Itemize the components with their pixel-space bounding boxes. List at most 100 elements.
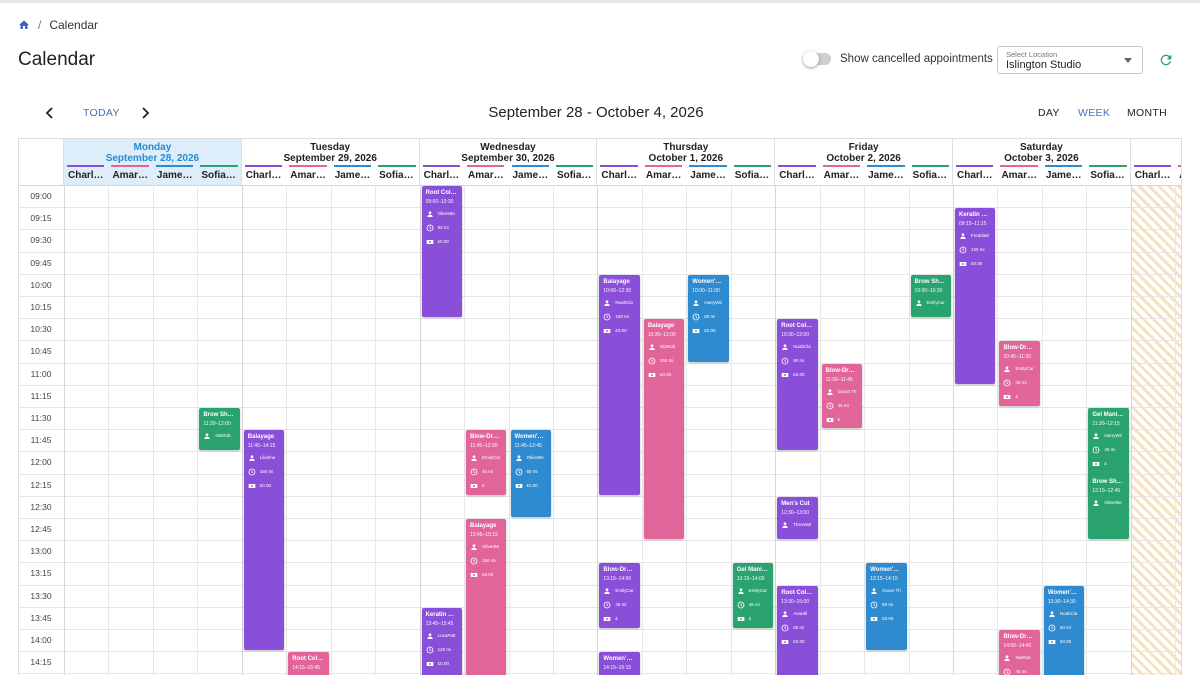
- appointment-client-row: EmilyCar: [1003, 362, 1035, 376]
- clock-icon: [515, 468, 522, 476]
- appointment-card[interactable]: Balayage 10:00–12:30 NoahCla 150 mi £0.00: [599, 274, 640, 495]
- staff-color-bar: [467, 165, 505, 167]
- appointment-card[interactable]: Women'… 10:00–11:00 HarryWil 60 mi £0.00: [688, 274, 729, 362]
- staff-name: Charl…: [245, 170, 282, 181]
- appointment-card[interactable]: Root Col… 14:15–15:45: [288, 652, 329, 675]
- refresh-icon[interactable]: [1158, 52, 1174, 68]
- staff-name: Amar…: [823, 170, 860, 181]
- calendar-grid: Monday September 28, 2026 Charl… Amar… Jame……: [18, 138, 1182, 675]
- appointment-card[interactable]: Gel Mani… 13:15–14:00 EmilyCar 45 mi £: [732, 563, 774, 628]
- appointment-card[interactable]: Brow Sh… 10:00–10:30 EmilyCar: [910, 274, 951, 318]
- time-label: 12:30: [30, 501, 52, 512]
- appointment-card[interactable]: Balayage 11:45–14:15 Liliahne 150 mi £0.00: [243, 430, 285, 651]
- clock-icon: [870, 601, 878, 609]
- appointment-card[interactable]: Keratin … 09:15–11:15 FreddieE 120 mi £0.00: [955, 208, 996, 384]
- appointment-price-row: £0.00: [692, 324, 724, 338]
- staff-color-bar: [244, 165, 283, 167]
- appointment-duration: 90 mi: [793, 358, 805, 364]
- appointment-card[interactable]: Blow-Dr… 10:45–11:30 EmilyCar 45 mi £: [999, 341, 1040, 406]
- staff-column-header: Amar…: [820, 165, 864, 185]
- appointment-card[interactable]: Blow-Dr… 11:00–11:45 Grace Th 45 mi £: [821, 363, 863, 429]
- view-month-button[interactable]: MONTH: [1127, 107, 1167, 119]
- time-label: 14:00: [30, 635, 52, 645]
- appointment-duration: 45 mi: [837, 402, 849, 408]
- appointment-client: NoahCla: [1059, 610, 1078, 616]
- appointment-card[interactable]: Brow Sh… 12:15–12:45 OliverBe: [1088, 474, 1129, 540]
- appointment-card[interactable]: Women'… 13:15–14:15 Grace Th 60 mi £0.00: [866, 563, 907, 651]
- appointment-time: 11:45–12:45: [514, 443, 542, 450]
- appointment-client-row: LucaPatt: [426, 629, 458, 643]
- time-label: 13:15: [30, 568, 52, 579]
- appointment-time: 13:30–15:00: [781, 598, 809, 605]
- appointment-client: IslaRob: [659, 344, 676, 350]
- today-button[interactable]: TODAY: [83, 107, 120, 119]
- appointment-client-row: AvaHill: [781, 607, 813, 621]
- grid-row-line: [19, 651, 1181, 653]
- appointment-time: 14:15–15:45: [292, 665, 321, 672]
- day-date: October 1, 2026: [648, 153, 724, 164]
- location-select-value: Islington Studio: [1006, 59, 1082, 71]
- time-label: 11:45: [30, 435, 52, 446]
- cash-icon: [1004, 395, 1011, 400]
- view-week-button[interactable]: WEEK: [1078, 107, 1111, 119]
- appointment-duration: 60 mi: [882, 602, 894, 608]
- appointment-card[interactable]: Root Col… 13:30–15:00 AvaHill 90 mi £0.00: [777, 585, 818, 675]
- appointment-price: £: [615, 616, 618, 622]
- appointment-price: £0.00: [704, 327, 716, 333]
- staff-color-bar: [333, 165, 372, 167]
- appointment-card[interactable]: Keratin … 13:45–15:45 LucaPatt 120 mi £0.00: [421, 607, 463, 675]
- prev-week-button[interactable]: [42, 103, 58, 123]
- staff-color-bar: [111, 165, 149, 167]
- appointment-card[interactable]: Women'… 11:45–12:45 OliverBe 60 mi £0.00: [510, 430, 551, 517]
- appointment-card[interactable]: Balayage 10:30–13:00 IslaRob 150 mi £0.00: [643, 319, 685, 540]
- staff-name: Amar…: [290, 170, 326, 181]
- appointment-card[interactable]: Blow-Dr… 13:15–14:00 EmilyCar 45 mi £: [599, 563, 640, 628]
- appointment-time: 12:30–13:00: [781, 509, 809, 516]
- day-header[interactable]: Friday October 2, 2026: [775, 139, 953, 185]
- appointment-price-row: £0.00: [781, 368, 813, 382]
- day-header[interactable]: Monday September 28, 2026: [64, 139, 242, 185]
- appointment-card[interactable]: Balayage 12:45–15:15 OliverBe 150 mi £0.00: [466, 519, 507, 675]
- location-select[interactable]: Select Location Islington Studio: [997, 46, 1143, 74]
- view-day-button[interactable]: DAY: [1038, 107, 1060, 119]
- appointment-card[interactable]: Women'… 13:30–14:30 NoahCla 60 mi £0.00: [1043, 585, 1085, 675]
- appointment-client-row: HarryWil: [692, 296, 724, 310]
- next-week-button[interactable]: [137, 103, 153, 123]
- show-cancelled-toggle[interactable]: [803, 51, 831, 67]
- appointment-card[interactable]: Root Col… 10:30–12:00 NoahCla 90 mi £0.00: [777, 319, 818, 451]
- appointment-card[interactable]: Women'… 14:15–15:15: [599, 652, 640, 675]
- time-label: 11:30: [30, 413, 52, 423]
- appointment-card[interactable]: Brow Sh… 11:30–12:00 IslaRob: [199, 408, 240, 451]
- appointment-card[interactable]: Root Col… 09:00–10:30 OliverBe 90 mi £0.00: [421, 186, 463, 318]
- time-label: 12:00: [30, 457, 52, 468]
- person-icon: [249, 455, 255, 462]
- appointment-client-row: Grace Th: [826, 385, 858, 399]
- appointment-client-row: IslaRob: [648, 340, 680, 354]
- appointment-title: Keratin …: [425, 611, 454, 618]
- appointment-client-row: NoahCla: [603, 296, 635, 310]
- appointment-time: 10:30–13:00: [647, 332, 676, 339]
- grid-row-line: [19, 562, 1181, 564]
- day-header[interactable]: Tuesday September 29, 2026: [242, 139, 420, 185]
- appointment-client: OliverBe: [1104, 499, 1122, 505]
- day-header[interactable]: Wednesday September 30, 2026: [420, 139, 598, 185]
- appointment-client-row: IslaRob: [203, 429, 235, 443]
- staff-name: Charl…: [1134, 170, 1171, 181]
- appointment-title: Balayage: [247, 434, 275, 441]
- appointment-duration-row: 45 mi: [826, 399, 858, 413]
- appointment-card[interactable]: Blow-Dr… 11:45–12:30 EmilyCar 45 mi £: [466, 430, 507, 495]
- day-header[interactable]: Saturday October 3, 2026: [953, 139, 1131, 185]
- staff-name: Amar…: [1001, 170, 1038, 181]
- person-icon: [515, 455, 522, 462]
- day-header[interactable]: Thursday October 1, 2026: [597, 139, 776, 185]
- staff-column-header: Amar…: [108, 165, 152, 185]
- appointment-time: 12:45–15:15: [470, 532, 498, 538]
- day-column-line: [775, 185, 777, 675]
- appointment-card[interactable]: Men's Cut 12:30–13:00 TheoWal: [777, 496, 818, 540]
- appointment-title: Blow-Dr…: [1003, 345, 1033, 352]
- home-icon[interactable]: [18, 19, 30, 31]
- time-label: 09:30: [30, 235, 52, 246]
- staff-column-line: [686, 185, 688, 675]
- appointment-price-row: £0.00: [426, 657, 458, 671]
